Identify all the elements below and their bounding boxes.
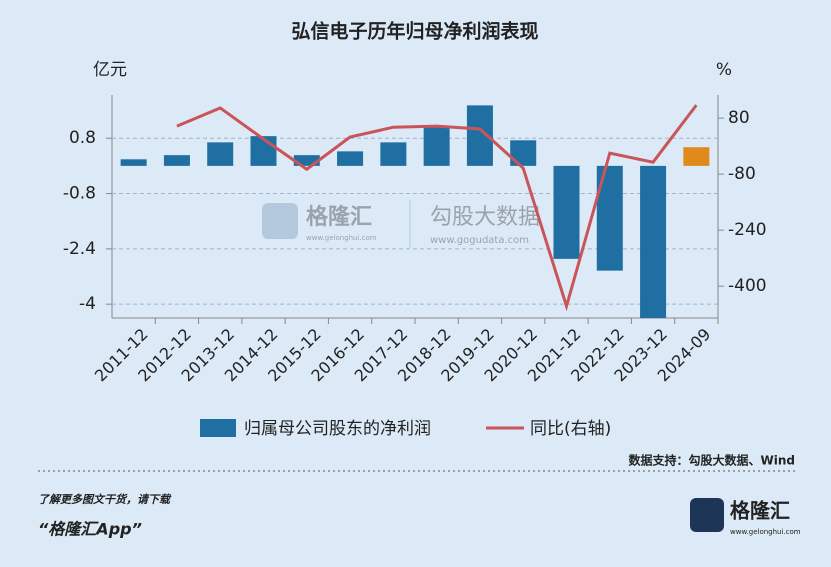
bar — [120, 159, 147, 166]
y2-tick-label: 80 — [728, 108, 750, 128]
footer-app: “格隆汇App” — [38, 520, 142, 539]
bar — [423, 127, 450, 166]
y2-axis-label: % — [716, 60, 732, 80]
logo-url: www.gelonghui.com — [730, 528, 801, 536]
bar — [293, 155, 320, 166]
watermark: 格隆汇 www.gelonghui.com 勾股大数据 www.gogudata… — [262, 200, 540, 248]
legend-label: 归属母公司股东的净利润 — [244, 419, 431, 439]
legend-label: 同比(右轴) — [530, 419, 611, 439]
source: 数据支持：勾股大数据、Wind — [629, 453, 795, 468]
y2-tick-label: -240 — [728, 220, 767, 240]
footer-text: 了解更多图文干货，请下载 — [38, 493, 172, 506]
bar — [683, 147, 710, 166]
bar — [250, 136, 277, 166]
y-tick-label: -4 — [79, 294, 96, 314]
watermark-url: www.gogudata.com — [430, 235, 529, 246]
watermark-icon — [262, 203, 298, 239]
logo-icon — [690, 498, 724, 532]
watermark-url: www.gelonghui.com — [306, 234, 377, 242]
bar — [163, 155, 190, 166]
y-tick-label: -0.8 — [63, 184, 96, 204]
y2-tick-label: -80 — [728, 164, 756, 184]
logo-text: 格隆汇 — [730, 499, 790, 523]
chart-title: 弘信电子历年归母净利润表现 — [291, 20, 538, 43]
line — [176, 104, 698, 312]
bar — [640, 165, 667, 318]
bar — [207, 142, 234, 166]
y-tick-label: 0.8 — [69, 128, 96, 148]
legend: 归属母公司股东的净利润 同比(右轴) — [200, 419, 611, 439]
bar — [510, 140, 537, 166]
watermark-text: 勾股大数据 — [430, 205, 540, 230]
y2-tick-label: -400 — [728, 276, 767, 296]
bar — [337, 151, 364, 166]
y-axis-label: 亿元 — [93, 60, 127, 80]
watermark-text: 格隆汇 — [306, 204, 372, 230]
plot — [120, 104, 710, 318]
y-tick-label: -2.4 — [63, 239, 96, 259]
bar — [380, 142, 407, 166]
legend-swatch — [200, 419, 236, 437]
bar — [553, 165, 580, 259]
